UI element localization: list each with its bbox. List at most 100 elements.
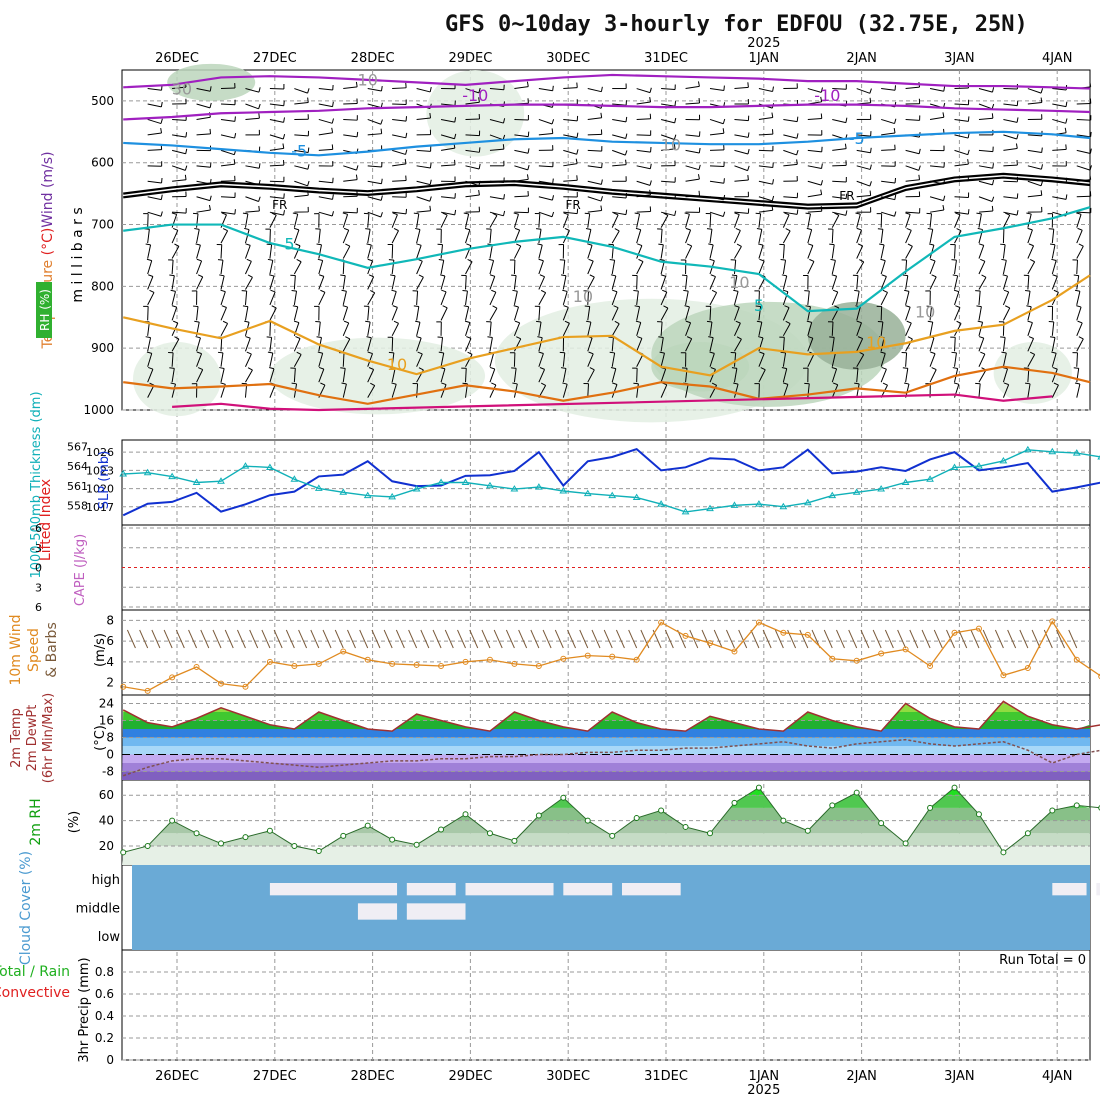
- wind-barb: [733, 383, 739, 398]
- wind-barb-flag: [342, 212, 348, 215]
- wind-barb: [343, 179, 358, 182]
- wind-barb: [293, 275, 296, 290]
- thickness-marker: [803, 498, 812, 506]
- temp-tick-label: 8: [106, 731, 114, 745]
- wind-speed-marker: [169, 674, 176, 681]
- wind-barb: [269, 147, 284, 151]
- sfc-barb: [212, 629, 222, 649]
- wind-barb: [342, 338, 351, 352]
- wind-barb: [856, 180, 871, 187]
- wind-barb: [978, 337, 985, 352]
- wind-speed-marker: [413, 661, 420, 668]
- wind-barb: [611, 337, 614, 352]
- wind-barb-flag: [613, 305, 619, 309]
- wind-barb: [416, 180, 431, 186]
- wind-barb: [367, 196, 382, 201]
- wind-barb: [978, 88, 993, 93]
- wind-barb: [343, 134, 358, 138]
- wind-barb-flag: [160, 211, 163, 217]
- wind-barb: [1002, 244, 1006, 259]
- wind-barb-flag: [1040, 97, 1043, 103]
- wind-barb: [489, 244, 493, 259]
- wind-barb: [1076, 306, 1082, 321]
- wind-barb-flag: [758, 243, 764, 246]
- wind-barb-flag: [1089, 174, 1092, 180]
- wind-barb-flag: [589, 274, 595, 278]
- rh-marker: [560, 794, 567, 801]
- wind-barb-flag: [316, 243, 322, 246]
- wind-barb-flag: [881, 366, 887, 370]
- wind-barb: [636, 354, 644, 367]
- contour-label: 5: [284, 234, 294, 253]
- wind-barb: [782, 244, 785, 259]
- wind-barb: [734, 165, 748, 172]
- wind-barb-flag: [589, 367, 595, 371]
- wind-barb-flag: [429, 112, 432, 119]
- wind-barb-flag: [512, 382, 518, 385]
- wind-barb-flag: [735, 227, 741, 231]
- rh-tick-label: 60: [99, 788, 114, 802]
- wind-barb-flag: [674, 117, 677, 123]
- wind-barb-flag: [368, 274, 374, 278]
- wind-barb: [587, 260, 594, 275]
- wind-barb: [685, 214, 690, 228]
- sfc-barb: [139, 629, 149, 649]
- wind-barb: [293, 354, 302, 367]
- wind-barb: [392, 180, 407, 182]
- wind-barb-flag: [894, 211, 897, 217]
- wind-barb: [416, 276, 424, 290]
- wind-barb-flag: [195, 336, 201, 339]
- wind-barb: [416, 88, 431, 93]
- cloud-gap: [465, 883, 554, 896]
- wind-barb: [1052, 118, 1066, 124]
- wind-barb: [147, 88, 162, 91]
- wind-barb-flag: [221, 305, 227, 308]
- wind-barb: [587, 165, 602, 169]
- wind-barb: [147, 369, 154, 383]
- wind-barb: [587, 117, 602, 120]
- wind-barb: [929, 321, 934, 336]
- rh-marker: [535, 812, 542, 819]
- wind-barb: [978, 290, 981, 305]
- wind-barb: [782, 323, 791, 337]
- wind-barb-flag: [834, 212, 840, 216]
- wind-barb: [171, 306, 178, 321]
- precip-tick-label: 0.4: [95, 1009, 114, 1023]
- rh-tick-label: 20: [99, 839, 114, 853]
- wind-speed-marker: [878, 650, 885, 657]
- slp-tick-label: 1017: [86, 501, 114, 514]
- wind-barb: [318, 321, 321, 336]
- wind-barb-flag: [537, 336, 543, 339]
- cloud-gap: [621, 883, 681, 896]
- wind-barb: [661, 180, 676, 183]
- wind-barb-flag: [393, 228, 399, 232]
- rh-label-box: [36, 282, 52, 338]
- wind-barb: [1076, 211, 1091, 214]
- wind-barb: [978, 306, 982, 321]
- wind-barb-flag: [439, 274, 446, 277]
- rh-band: [122, 845, 1090, 865]
- rh-marker: [1000, 849, 1007, 856]
- wind-barb: [880, 229, 884, 244]
- wind-barb-flag: [1016, 117, 1019, 123]
- wind-barb-flag: [772, 86, 774, 92]
- wind-barb: [293, 368, 296, 383]
- wind-barb: [514, 86, 529, 90]
- wind-barb-flag: [540, 289, 546, 294]
- wind-barb: [196, 337, 201, 352]
- rh2m-ylabel-text: 2m RH: [28, 798, 44, 845]
- wind-barb: [978, 383, 981, 398]
- x-tick-label-bottom: 2JAN: [846, 1069, 877, 1084]
- wind-barb-flag: [673, 143, 676, 149]
- thickness-marker: [339, 488, 348, 495]
- wind-barb: [342, 245, 351, 259]
- sfc-barb: [359, 629, 369, 649]
- wind-barb-flag: [587, 243, 593, 246]
- wind-barb: [807, 88, 822, 93]
- wind-barb-flag: [854, 289, 860, 292]
- wind-barb: [978, 117, 993, 120]
- wind-barb-flag: [1028, 336, 1034, 339]
- wind-barb: [513, 245, 522, 259]
- wind-barb: [563, 211, 578, 215]
- wind-barb: [171, 275, 175, 290]
